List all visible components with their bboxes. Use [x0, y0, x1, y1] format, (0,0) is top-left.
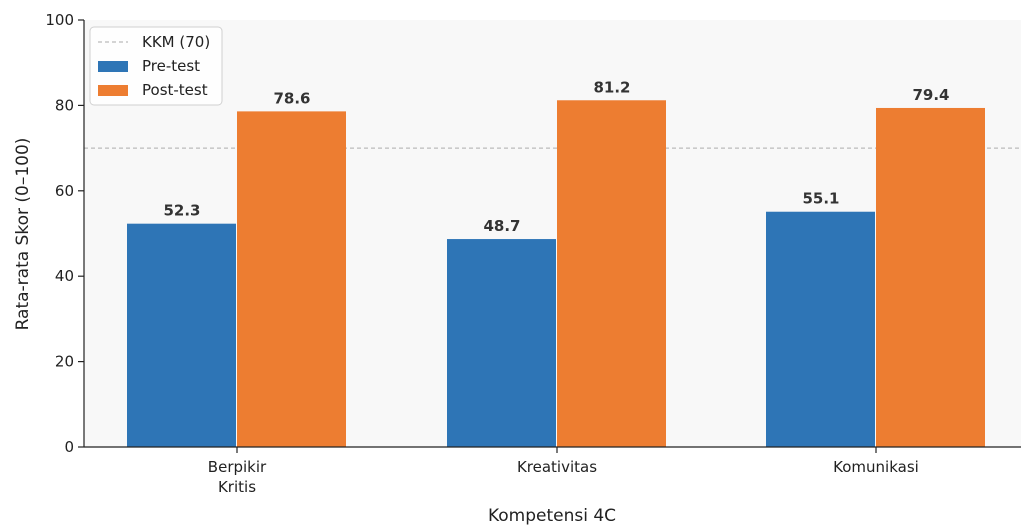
- bar-pretest-1: [447, 239, 556, 447]
- data-label-posttest-1: 81.2: [593, 78, 630, 96]
- bar-posttest-1: [557, 100, 666, 447]
- y-tick-label: 0: [64, 438, 74, 456]
- y-tick-label: 60: [55, 182, 74, 200]
- bar-posttest-0: [237, 111, 346, 448]
- data-label-posttest-2: 79.4: [912, 86, 949, 104]
- bar-pretest-2: [766, 211, 875, 447]
- y-tick-label: 40: [55, 267, 74, 285]
- x-tick-label: Kreativitas: [517, 458, 597, 476]
- legend-pretest-swatch: [98, 61, 128, 72]
- legend: KKM (70) Pre-test Post-test: [89, 26, 223, 106]
- data-label-pretest-2: 55.1: [802, 190, 839, 208]
- x-axis-label: Kompetensi 4C: [488, 506, 616, 526]
- y-tick-label: 20: [55, 353, 74, 371]
- bar-pretest-0: [127, 223, 236, 447]
- legend-posttest-swatch: [98, 85, 128, 96]
- data-label-pretest-0: 52.3: [163, 202, 200, 220]
- x-tick-label: Berpikir Kritis: [208, 458, 267, 496]
- bar-posttest-2: [876, 107, 985, 447]
- y-axis-label: Rata-rata Skor (0–100): [13, 138, 33, 331]
- data-label-posttest-0: 78.6: [273, 89, 310, 107]
- data-label-pretest-1: 48.7: [483, 217, 520, 235]
- y-tick-label: 80: [55, 96, 74, 114]
- legend-posttest-label: Post-test: [142, 81, 208, 99]
- legend-pretest-label: Pre-test: [142, 57, 200, 75]
- x-tick-label: Komunikasi: [833, 458, 919, 476]
- legend-kkm-label: KKM (70): [142, 33, 210, 51]
- y-tick-label: 100: [45, 11, 74, 29]
